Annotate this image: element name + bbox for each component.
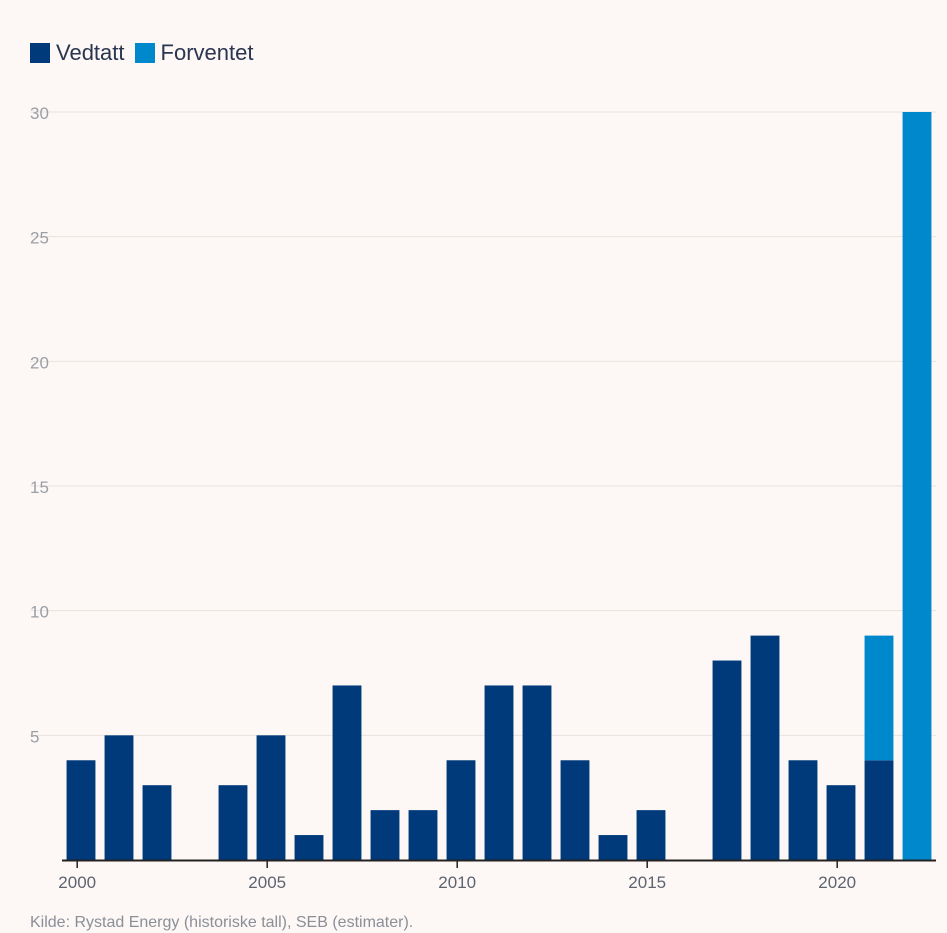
legend-label-vedtatt: Vedtatt	[56, 40, 125, 65]
bar-vedtatt-2006	[294, 835, 324, 860]
bar-vedtatt-2012	[522, 685, 552, 860]
bar-chart: 5 10 15 20 25 30 2000 2005 2010 2015 2020	[30, 104, 936, 892]
bar-vedtatt-2005	[256, 735, 286, 860]
bar-vedtatt-2014	[598, 835, 628, 860]
x-tick-label-2020: 2020	[818, 873, 856, 892]
legend-item-forventet: Forventet	[134, 40, 254, 66]
y-tick-label-15: 15	[30, 478, 49, 497]
x-tick-label-2010: 2010	[438, 873, 476, 892]
y-tick-label-10: 10	[30, 603, 49, 622]
x-tick-label-2005: 2005	[248, 873, 286, 892]
bar-vedtatt-2021	[864, 760, 894, 860]
legend-item-vedtatt: Vedtatt	[30, 40, 125, 66]
legend-swatch-vedtatt	[30, 43, 50, 63]
bar-vedtatt-2010	[446, 760, 476, 860]
bar-vedtatt-2002	[142, 785, 172, 860]
bar-vedtatt-2001	[104, 735, 134, 860]
legend-swatch-forventet	[134, 43, 155, 63]
bar-vedtatt-2015	[636, 810, 666, 860]
y-tick-label-5: 5	[30, 727, 39, 746]
bar-vedtatt-2020	[826, 785, 856, 860]
source-note: Kilde: Rystad Energy (historiske tall), …	[30, 914, 414, 931]
bar-vedtatt-2018	[750, 635, 780, 860]
bar-vedtatt-2004	[218, 785, 248, 860]
bar-vedtatt-2011	[484, 685, 514, 860]
bar-vedtatt-2000	[66, 760, 96, 860]
bar-forventet-2021	[864, 635, 894, 761]
legend-label-forventet: Forventet	[160, 40, 254, 65]
x-tick-label-2000: 2000	[58, 873, 96, 892]
y-tick-label-20: 20	[30, 353, 49, 372]
bar-vedtatt-2007	[332, 685, 362, 860]
bar-vedtatt-2009	[408, 810, 438, 860]
bar-vedtatt-2013	[560, 760, 590, 860]
y-tick-label-25: 25	[30, 229, 49, 248]
bar-vedtatt-2008	[370, 810, 400, 860]
y-tick-label-30: 30	[30, 104, 49, 123]
bar-vedtatt-2019	[788, 760, 818, 860]
legend: Vedtatt Forventet	[30, 40, 253, 66]
x-tick-label-2015: 2015	[628, 873, 666, 892]
bar-vedtatt-2017	[712, 660, 742, 860]
bar-forventet-2022	[902, 112, 932, 860]
